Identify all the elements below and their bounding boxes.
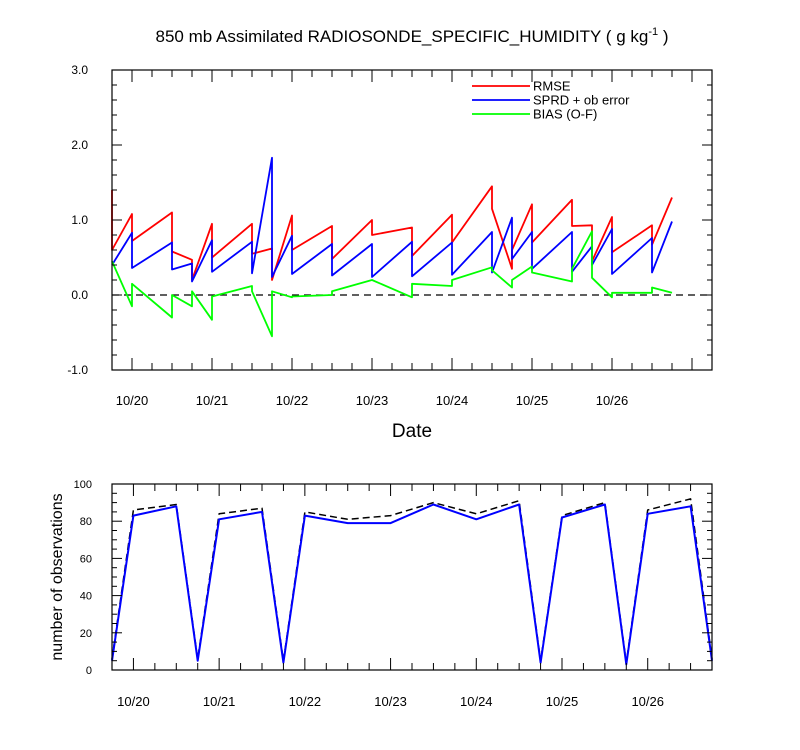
y-tick-label: 40: [80, 591, 92, 603]
top-tick-layer: [111, 69, 713, 371]
top-tick-label-layer: 3.0 2.0 1.0 0.0 -1.0 10/20 10/21 10/22 10/23 10/2…: [67, 63, 628, 408]
y-tick-label: 80: [80, 516, 92, 528]
x-tick-label: 10/25: [516, 393, 549, 408]
bottom-chart: 100 80 60 40 20 0 10/20 10/21 10/22 10/23 10/24 10/…: [49, 479, 713, 709]
series-line-rmse: [111, 185, 673, 281]
legend-label: RMSE: [533, 79, 571, 94]
x-tick-label: 10/22: [276, 393, 309, 408]
top-x-axis-label: Date: [392, 421, 432, 442]
legend-label: BIAS (O-F): [533, 107, 597, 122]
y-tick-label: 0.0: [71, 288, 88, 302]
x-tick-label: 10/25: [546, 694, 579, 709]
x-tick-label: 10/26: [631, 694, 664, 709]
series-line-sprd-ob-error: [111, 156, 673, 283]
x-tick-label: 10/22: [289, 694, 322, 709]
bottom-tick-layer: [111, 483, 713, 671]
legend-label: SPRD + ob error: [533, 93, 630, 108]
x-tick-label: 10/26: [596, 393, 629, 408]
x-tick-label: 10/20: [117, 694, 150, 709]
y-tick-label: 2.0: [71, 138, 88, 152]
chart-title: 850 mb Assimilated RADIOSONDE_SPECIFIC_H…: [156, 26, 669, 46]
y-tick-label: 20: [80, 628, 92, 640]
title-superscript: -1: [648, 26, 658, 38]
x-tick-label: 10/21: [196, 393, 229, 408]
title-end: ): [658, 27, 668, 46]
bottom-plot-frame: [111, 483, 713, 671]
top-chart: 3.0 2.0 1.0 0.0 -1.0 10/20 10/21 10/22 10/23 10/2…: [67, 63, 713, 442]
x-tick-label: 10/20: [116, 393, 149, 408]
top-series-layer: [111, 156, 673, 338]
y-tick-label: 1.0: [71, 213, 88, 227]
bottom-series-layer: [111, 498, 713, 666]
y-tick-label: 60: [80, 553, 92, 565]
x-tick-label: 10/24: [460, 694, 493, 709]
x-tick-label: 10/21: [203, 694, 236, 709]
series-line-assimilated-observations: [111, 503, 713, 666]
y-tick-label: 3.0: [71, 63, 88, 77]
y-tick-label: -1.0: [67, 363, 88, 377]
x-tick-label: 10/23: [356, 393, 389, 408]
title-main: 850 mb Assimilated RADIOSONDE_SPECIFIC_H…: [156, 27, 649, 46]
x-tick-label: 10/24: [436, 393, 469, 408]
bottom-y-axis-label: number of observations: [49, 493, 66, 660]
x-tick-label: 10/23: [374, 694, 407, 709]
bottom-tick-label-layer: 100 80 60 40 20 0 10/20 10/21 10/22 10/23 10/24 10/…: [74, 479, 664, 709]
top-plot-frame: [111, 69, 713, 371]
y-tick-label: 0: [86, 665, 92, 677]
y-tick-label: 100: [74, 479, 92, 491]
series-line-bias-o-f: [111, 230, 673, 338]
